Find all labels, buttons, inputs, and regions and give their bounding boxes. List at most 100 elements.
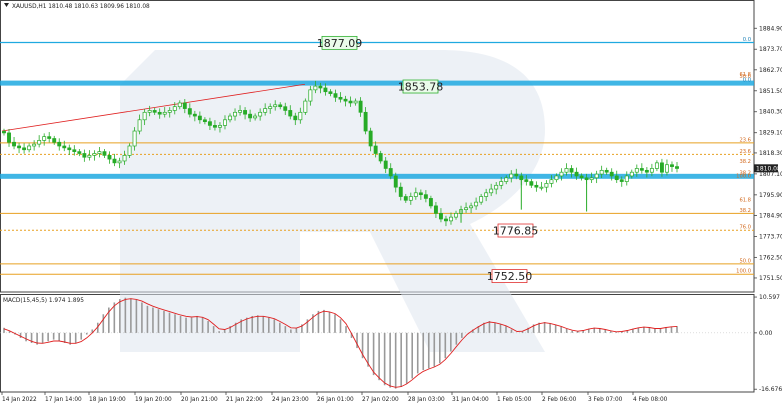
fib-level-label: 0.0 bbox=[743, 37, 751, 43]
trend-line bbox=[1, 83, 306, 132]
candle-body bbox=[368, 130, 373, 147]
y-axis-tick-label: 1851.50 bbox=[759, 88, 782, 95]
support-band bbox=[0, 173, 754, 179]
candle-body bbox=[67, 147, 72, 151]
x-axis-tick-label: 14 Jan 2022 bbox=[2, 397, 37, 403]
price-annotation: 1776.85 bbox=[493, 225, 539, 238]
candle-body bbox=[554, 175, 559, 181]
x-axis-tick-label: 17 Jan 14:00 bbox=[45, 397, 82, 403]
candle-body bbox=[438, 213, 443, 220]
candle-body bbox=[338, 96, 343, 100]
x-axis-tick-label: 2 Feb 06:00 bbox=[542, 397, 577, 403]
candle-body bbox=[308, 89, 313, 102]
candle-body bbox=[258, 111, 263, 117]
candle-body bbox=[474, 201, 479, 207]
candle-body bbox=[313, 85, 318, 91]
macd-y-tick-label: 0.00 bbox=[759, 330, 773, 337]
macd-y-tick-label: 10.597 bbox=[759, 294, 780, 301]
y-axis-tick-label: 1840.30 bbox=[759, 109, 782, 116]
fib-level-label: 61.8 bbox=[739, 198, 751, 204]
candle-body bbox=[378, 153, 383, 162]
candle-body bbox=[57, 141, 62, 147]
candle-body bbox=[52, 138, 57, 143]
candle-body bbox=[102, 151, 107, 156]
candle-body bbox=[167, 110, 172, 113]
price-annotation: 1752.50 bbox=[487, 270, 533, 283]
target-label-box bbox=[402, 79, 439, 94]
candle-body bbox=[243, 110, 248, 115]
candle-body bbox=[17, 145, 22, 149]
candle-body bbox=[373, 145, 378, 154]
candle-body bbox=[464, 207, 469, 210]
support-band bbox=[0, 80, 754, 86]
candle-body bbox=[358, 100, 363, 113]
candle-body bbox=[524, 179, 529, 182]
candle-body bbox=[494, 184, 499, 190]
candle-body bbox=[298, 111, 303, 121]
y-axis-tick-label: 1807.10 bbox=[759, 171, 782, 178]
y-axis-tick-label: 1884.90 bbox=[759, 25, 782, 32]
fib-level-label: 0.0 bbox=[743, 78, 751, 84]
x-axis-tick-label: 28 Jan 03:00 bbox=[408, 397, 445, 403]
macd-y-tick-label: -16.676 bbox=[759, 386, 782, 393]
fib-level-label: 38.2 bbox=[739, 208, 751, 214]
candle-body bbox=[665, 164, 669, 173]
candle-body bbox=[619, 179, 624, 182]
candle-body bbox=[428, 198, 433, 207]
candle-body bbox=[137, 119, 142, 132]
y-axis-tick-label: 1751.50 bbox=[759, 275, 782, 282]
candle-body bbox=[283, 106, 288, 111]
candle-body bbox=[273, 104, 278, 108]
x-axis-tick-label: 20 Jan 21:00 bbox=[181, 397, 218, 403]
macd-header: MACD(15,45,5) 1.974 1.895 bbox=[3, 298, 84, 304]
candle-body bbox=[569, 168, 574, 173]
macd-plot-frame bbox=[0, 294, 755, 393]
candle-body bbox=[579, 175, 584, 179]
price-annotation: 1877.09 bbox=[317, 37, 363, 50]
support-label-box bbox=[497, 223, 534, 238]
x-axis-tick-label: 31 Jan 04:00 bbox=[452, 397, 489, 403]
candle-body bbox=[318, 85, 323, 89]
candle-body bbox=[238, 110, 243, 113]
candle-body bbox=[624, 175, 629, 182]
candle-body bbox=[62, 145, 67, 149]
candle-body bbox=[288, 110, 293, 117]
candle-body bbox=[504, 177, 509, 182]
candle-body bbox=[644, 169, 649, 173]
candle-body bbox=[489, 188, 494, 194]
candle-body bbox=[454, 213, 458, 218]
current-price-label: 1810.08 bbox=[756, 166, 781, 173]
candle-body bbox=[599, 169, 604, 175]
candle-body bbox=[670, 164, 674, 167]
candle-body bbox=[268, 106, 273, 109]
candle-body bbox=[202, 119, 207, 123]
candle-body bbox=[207, 121, 212, 126]
candle-body bbox=[293, 115, 298, 121]
candle-body bbox=[519, 175, 524, 181]
candle-body bbox=[649, 168, 654, 173]
candle-body bbox=[343, 98, 348, 102]
candle-body bbox=[127, 145, 132, 156]
candle-body bbox=[107, 155, 112, 160]
macd-signal-line bbox=[3, 298, 678, 388]
candle-body bbox=[534, 184, 539, 188]
support-label-box bbox=[491, 269, 528, 283]
candle-body bbox=[539, 186, 544, 189]
y-axis-tick-label: 1762.50 bbox=[759, 254, 782, 261]
candle-body bbox=[278, 104, 283, 108]
candle-body bbox=[303, 100, 308, 113]
y-axis-tick-label: 1795.90 bbox=[759, 192, 782, 199]
candle-body bbox=[132, 130, 137, 147]
candle-body bbox=[479, 196, 484, 203]
candle-body bbox=[218, 125, 222, 128]
candle-body bbox=[604, 169, 609, 173]
candle-body bbox=[348, 100, 353, 104]
candle-body bbox=[398, 186, 403, 197]
candle-body bbox=[659, 162, 664, 173]
candle-body bbox=[263, 108, 268, 113]
chevron-down-icon[interactable] bbox=[4, 3, 9, 7]
candle-body bbox=[228, 115, 232, 121]
candle-body bbox=[162, 111, 167, 115]
